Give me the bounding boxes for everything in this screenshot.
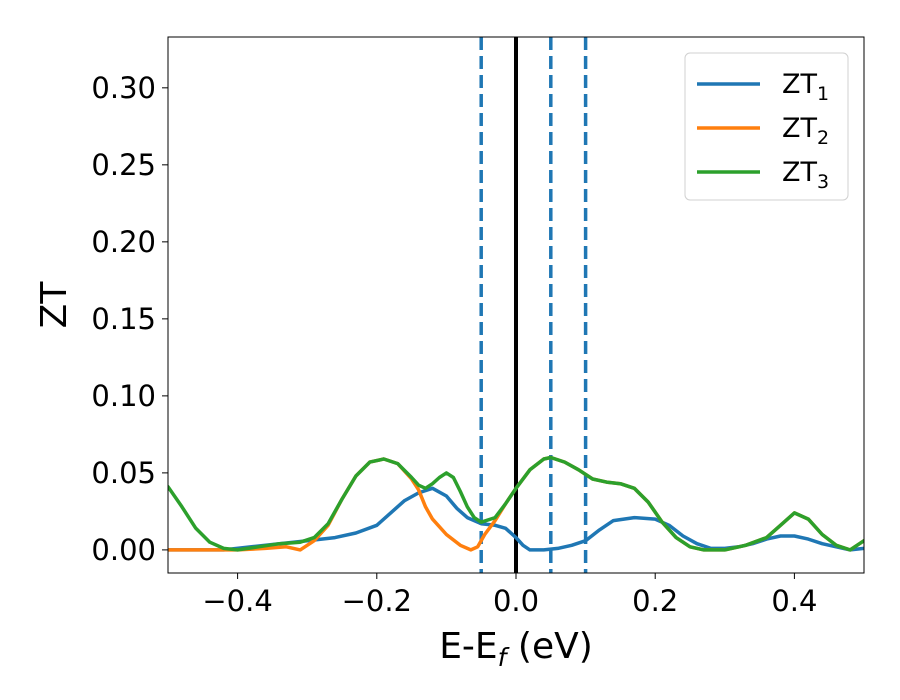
y-tick-label: 0.10 xyxy=(91,379,156,413)
series-line-zt3 xyxy=(168,455,864,552)
legend: ZT1 ZT2 ZT3 xyxy=(684,52,849,201)
y-axis-title: ZT xyxy=(34,281,75,329)
legend-label-zt1: ZT1 xyxy=(782,69,829,105)
y-tick-label: 0.05 xyxy=(91,456,156,490)
x-tick-label: 0.2 xyxy=(632,584,678,618)
x-tick-label: 0.4 xyxy=(771,584,817,618)
legend-frame xyxy=(684,52,849,201)
y-tick-label: 0.15 xyxy=(91,302,156,336)
x-axis: −0.4 −0.2 0.0 0.2 0.4 xyxy=(202,573,817,618)
x-tick-label: −0.2 xyxy=(342,584,412,618)
legend-label-zt3: ZT3 xyxy=(782,157,829,193)
y-axis: 0.00 0.05 0.10 0.15 0.20 0.25 0.30 xyxy=(91,71,168,567)
y-tick-label: 0.25 xyxy=(91,148,156,182)
x-axis-title: E-Ef (eV) xyxy=(439,626,593,672)
x-tick-label: 0.0 xyxy=(493,584,539,618)
y-tick-label: 0.00 xyxy=(91,533,156,567)
legend-label-zt2: ZT2 xyxy=(782,113,829,149)
x-tick-label: −0.4 xyxy=(202,584,272,618)
series-layer xyxy=(168,455,864,552)
y-tick-label: 0.30 xyxy=(91,71,156,105)
reference-lines xyxy=(479,37,588,573)
y-tick-label: 0.20 xyxy=(91,225,156,259)
